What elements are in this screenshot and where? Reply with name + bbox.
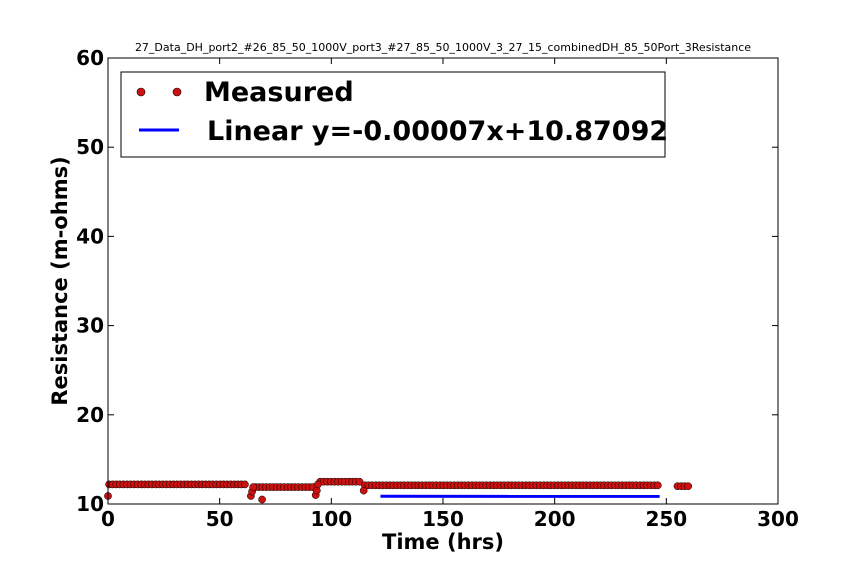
measured-point: [684, 482, 693, 491]
measured-point: [258, 495, 266, 504]
y-axis-label: Resistance (m-ohms): [48, 156, 72, 405]
x-tick-label: 200: [534, 507, 576, 531]
y-axis-ticks: 10 20 30 40 50 60: [76, 46, 778, 516]
x-axis-label: Time (hrs): [382, 530, 504, 554]
legend-measured-marker: [136, 87, 146, 97]
measured-point: [653, 481, 662, 490]
y-tick-label: 50: [76, 135, 104, 159]
plot-marks: [104, 477, 693, 504]
measured-point: [355, 477, 364, 486]
x-tick-label: 100: [310, 507, 352, 531]
x-tick-label: 0: [101, 507, 115, 531]
legend: Measured Linear y=-0.00007x+10.87092: [120, 71, 668, 158]
y-tick-label: 10: [76, 492, 104, 516]
x-tick-label: 250: [645, 507, 687, 531]
chart-title: 27_Data_DH_port2_#26_85_50_1000V_port3_#…: [135, 41, 751, 54]
legend-measured-marker: [172, 87, 182, 97]
y-tick-label: 40: [76, 224, 104, 248]
x-tick-label: 50: [206, 507, 234, 531]
measured-point: [249, 483, 258, 491]
measured-point: [314, 480, 322, 489]
legend-linear-label: Linear y=-0.00007x+10.87092: [207, 116, 668, 147]
x-axis-ticks: 0 50 100 150 200 250 300: [101, 58, 799, 531]
y-tick-label: 30: [76, 314, 104, 338]
legend-box: [120, 71, 666, 158]
y-tick-label: 20: [76, 403, 104, 427]
legend-measured-label: Measured: [204, 77, 354, 108]
x-tick-label: 300: [757, 507, 799, 531]
y-tick-label: 60: [76, 46, 104, 70]
measured-point: [359, 486, 368, 495]
measured-point: [241, 480, 249, 489]
x-tick-label: 150: [422, 507, 464, 531]
